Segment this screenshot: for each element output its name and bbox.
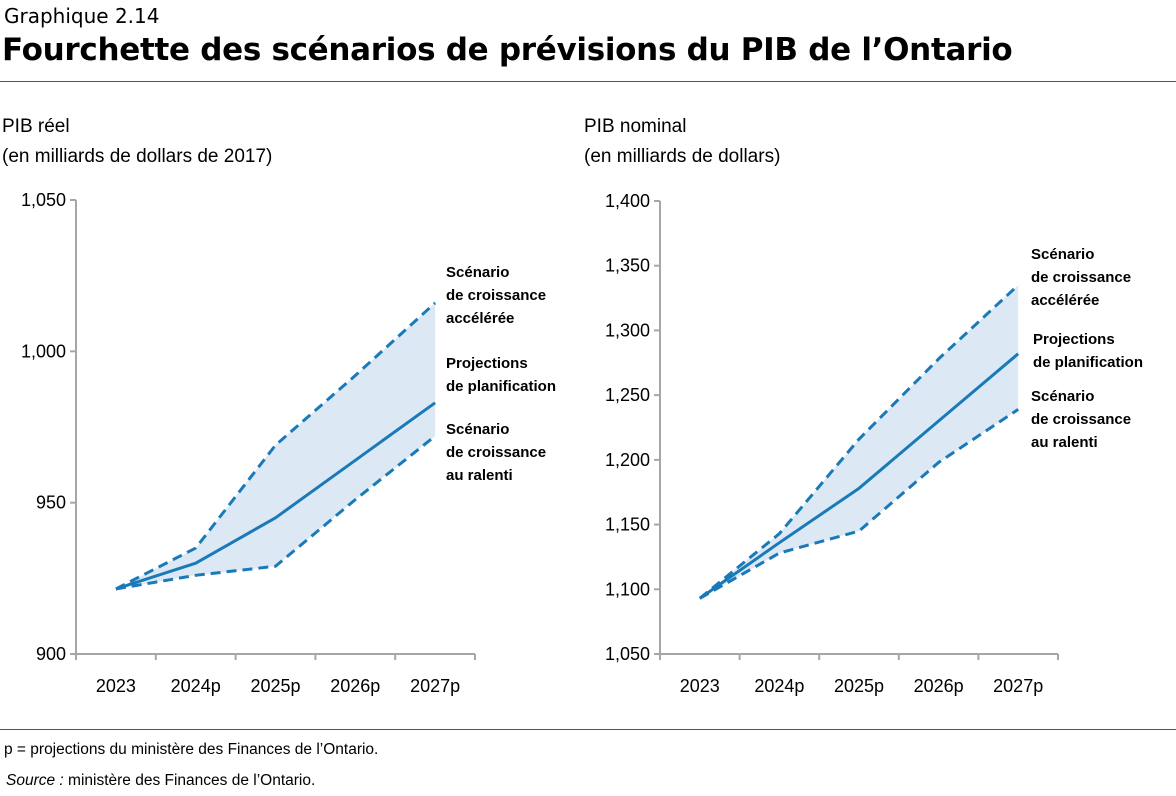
series-label: de croissance	[446, 444, 546, 461]
series-line-fast	[115, 301, 437, 591]
left-chart-title-line: PIB réel	[2, 116, 70, 137]
left-chart-title: PIB réel (en milliards de dollars de 201…	[2, 112, 272, 172]
range-band	[699, 285, 1019, 599]
series-label: de planification	[1033, 354, 1143, 371]
y-tick-label: 1,350	[605, 256, 650, 276]
y-tick-label: 1,250	[605, 385, 650, 405]
range-band	[115, 302, 436, 589]
x-tick-label: 2026p	[914, 676, 964, 696]
x-tick-label: 2027p	[993, 676, 1043, 696]
series-label: au ralenti	[1031, 434, 1098, 451]
series-label: Projections	[1033, 331, 1115, 348]
right-chart-title-line: (en milliards de dollars)	[584, 146, 781, 167]
series-label: de croissance	[1031, 269, 1131, 286]
y-tick-label: 950	[36, 493, 66, 513]
left-chart: 900 950 1,000 1,050 2023 2024p 2025p 2026p 2027p…	[21, 190, 556, 696]
y-tick-label: 1,150	[605, 515, 650, 535]
x-tick-label: 2025p	[250, 676, 300, 696]
x-tick-label: 2023	[96, 676, 136, 696]
y-tick-label: 900	[36, 644, 66, 664]
y-tick-label: 1,050	[21, 190, 66, 210]
y-tick-label: 1,050	[605, 644, 650, 664]
y-tick-label: 1,300	[605, 320, 650, 340]
series-label: de planification	[446, 378, 556, 395]
footer-divider	[0, 729, 1176, 730]
y-tick-label: 1,400	[605, 191, 650, 211]
series-label: au ralenti	[446, 467, 513, 484]
series-line-slow	[699, 408, 1020, 600]
series-label: Scénario	[1031, 388, 1094, 405]
title-divider	[0, 81, 1176, 82]
y-tick-label: 1,000	[21, 341, 66, 361]
chart-kicker: Graphique 2.14	[4, 4, 160, 28]
source-label: Source :	[6, 772, 64, 789]
series-label: Scénario	[446, 264, 509, 281]
series-label: Scénario	[446, 421, 509, 438]
series-label: accélérée	[446, 310, 514, 327]
x-tick-label: 2024p	[171, 676, 221, 696]
x-tick-label: 2024p	[754, 676, 804, 696]
source-note: Source : ministère des Finances de l’Ont…	[6, 772, 315, 790]
x-tick-label: 2025p	[834, 676, 884, 696]
series-label: Projections	[446, 355, 528, 372]
y-tick-label: 1,100	[605, 579, 650, 599]
x-tick-label: 2026p	[330, 676, 380, 696]
series-label: de croissance	[1031, 411, 1131, 428]
right-chart-title: PIB nominal (en milliards de dollars)	[584, 112, 780, 172]
x-tick-label: 2023	[680, 676, 720, 696]
series-label: de croissance	[446, 287, 546, 304]
x-tick-label: 2027p	[410, 676, 460, 696]
source-text: ministère des Finances de l’Ontario.	[63, 772, 316, 789]
page-title: Fourchette des scénarios de prévisions d…	[2, 32, 1013, 68]
right-chart: 1,050 1,100 1,150 1,200 1,250 1,300 1,350 1,400…	[605, 191, 1143, 696]
series-label: accélérée	[1031, 292, 1099, 309]
right-chart-title-line: PIB nominal	[584, 116, 687, 137]
left-chart-title-line: (en milliards de dollars de 2017)	[2, 146, 273, 167]
series-label: Scénario	[1031, 246, 1094, 263]
footnote: p = projections du ministère des Finance…	[4, 741, 379, 758]
y-tick-label: 1,200	[605, 450, 650, 470]
